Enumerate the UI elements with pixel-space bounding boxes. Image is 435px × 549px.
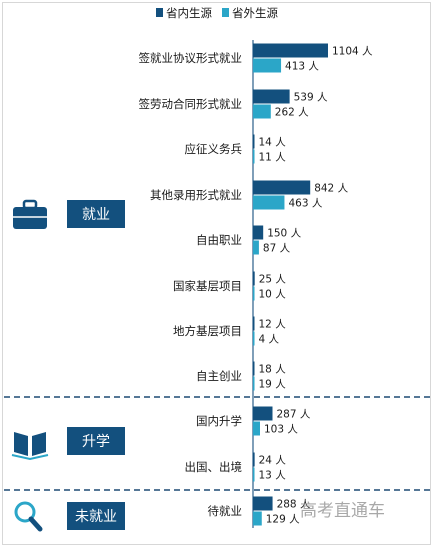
value-label: 12 人 [259, 319, 287, 331]
bar-province-in [253, 361, 255, 376]
bar-province-in [253, 134, 255, 149]
chart-frame [2, 2, 431, 545]
value-label: 150 人 [267, 228, 301, 240]
value-label: 11 人 [259, 152, 287, 164]
bar-province-out [253, 240, 259, 255]
value-label: 25 人 [259, 274, 287, 286]
value-label: 287 人 [276, 409, 310, 421]
legend-swatch [156, 8, 163, 17]
category-label: 自由职业 [196, 233, 242, 247]
magnifier-lens [14, 501, 36, 523]
magnifier-icon [14, 501, 43, 532]
category-label: 签就业协议形式就业 [139, 51, 243, 65]
category-label: 出国、出境 [185, 460, 243, 474]
bar-province-out [253, 104, 271, 119]
value-label: 13 人 [259, 470, 287, 482]
value-label: 1104 人 [332, 46, 373, 58]
value-label: 842 人 [314, 183, 348, 195]
bar-province-out [253, 58, 282, 73]
value-label: 4 人 [259, 334, 280, 346]
group-label: 升学 [82, 434, 110, 450]
value-label: 463 人 [288, 198, 322, 210]
group-label: 就业 [82, 207, 110, 223]
legend-swatch [222, 8, 229, 17]
bar-province-out [253, 467, 255, 482]
open-book-icon [11, 432, 49, 461]
bar-province-in [253, 452, 255, 467]
briefcase-body [13, 207, 47, 229]
group-label-box [67, 427, 125, 455]
category-label: 自主创业 [196, 369, 242, 383]
bar-province-in [253, 406, 273, 421]
value-label: 14 人 [259, 137, 287, 149]
watermark-text: 高考直通车 [300, 501, 385, 521]
group-label: 未就业 [75, 509, 117, 525]
category-label: 其他录用形式就业 [150, 188, 242, 202]
briefcase-handle [22, 199, 38, 210]
category-label: 应征义务兵 [185, 142, 243, 156]
bar-province-in [253, 316, 255, 331]
bar-province-in [253, 496, 273, 511]
legend-label: 省内生源 [166, 6, 212, 20]
book-base [11, 454, 49, 461]
value-label: 539 人 [294, 92, 328, 104]
value-label: 19 人 [259, 379, 287, 391]
value-label: 10 人 [259, 289, 287, 301]
category-label: 待就业 [208, 504, 243, 518]
bar-province-out [253, 331, 255, 346]
group-label-box [67, 200, 125, 228]
magnifier-handle [28, 516, 43, 532]
legend-label: 省外生源 [232, 6, 278, 20]
book-right-page [32, 432, 46, 456]
bar-province-in [253, 271, 255, 286]
group-label-box [67, 502, 125, 530]
category-label: 签劳动合同形式就业 [139, 97, 243, 111]
value-label: 24 人 [259, 455, 287, 467]
category-label: 国内升学 [196, 414, 242, 428]
value-label: 262 人 [275, 107, 309, 119]
briefcase-icon [13, 199, 47, 229]
value-label: 87 人 [263, 243, 291, 255]
value-label: 413 人 [285, 61, 319, 73]
bar-province-in [253, 43, 328, 58]
book-left-page [14, 432, 28, 456]
bar-province-out [253, 376, 255, 391]
value-label: 18 人 [259, 364, 287, 376]
value-label: 129 人 [266, 514, 300, 526]
category-label: 地方基层项目 [173, 324, 242, 338]
bar-province-in [253, 89, 290, 104]
bar-province-out [253, 511, 262, 526]
bar-province-in [253, 225, 264, 240]
bar-province-out [253, 286, 255, 301]
category-label: 国家基层项目 [173, 279, 242, 293]
bar-province-out [253, 149, 255, 164]
bar-province-out [253, 195, 285, 210]
value-label: 103 人 [264, 424, 298, 436]
value-label: 288 人 [277, 499, 311, 511]
bar-province-out [253, 421, 260, 436]
bar-province-in [253, 180, 311, 195]
